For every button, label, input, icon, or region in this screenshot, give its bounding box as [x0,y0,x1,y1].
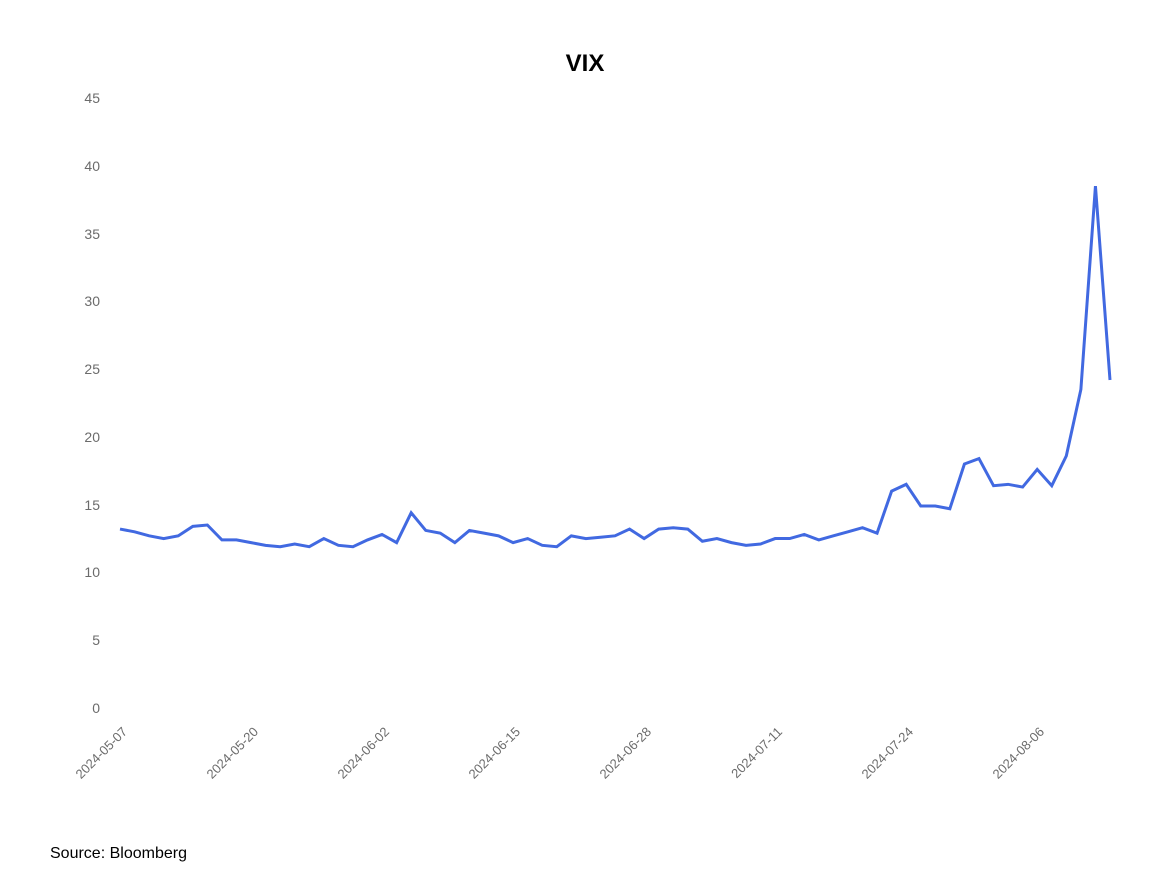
vix-line [120,186,1110,547]
x-tick-label: 2024-08-06 [990,724,1048,782]
x-axis-labels: 2024-05-072024-05-202024-06-022024-06-15… [110,718,1120,778]
y-tick-label: 45 [84,90,100,106]
y-tick-label: 25 [84,361,100,377]
plot-area: 051015202530354045 2024-05-072024-05-202… [50,88,1120,768]
chart-container: VIX 0 5 10 15 20 25 30 35 40 45 2024-05-072024-05… [50,50,1120,820]
y-tick-label: 5 [92,632,100,648]
x-tick-label: 2024-07-11 [728,724,785,781]
x-tick-label: 2024-06-28 [597,724,655,782]
y-tick-label: 40 [84,158,100,174]
y-tick-label: 10 [84,564,100,580]
line-chart-svg [110,88,1120,768]
chart-title: VIX [50,50,1120,78]
y-tick-label: 15 [84,497,100,513]
x-tick-label: 2024-06-02 [335,724,393,782]
y-tick-label: 0 [92,700,100,716]
x-tick-label: 2024-06-15 [466,724,524,782]
y-axis-labels: 0 5 10 15 20 25 30 35 40 45 [50,88,110,768]
x-tick-label: 2024-05-20 [203,724,261,782]
source-note: Source: Bloomberg [50,845,187,863]
y-tick-label: 35 [84,226,100,242]
y-tick-label: 30 [84,293,100,309]
x-tick-label: 2024-07-24 [859,724,917,782]
y-tick-label: 20 [84,429,100,445]
